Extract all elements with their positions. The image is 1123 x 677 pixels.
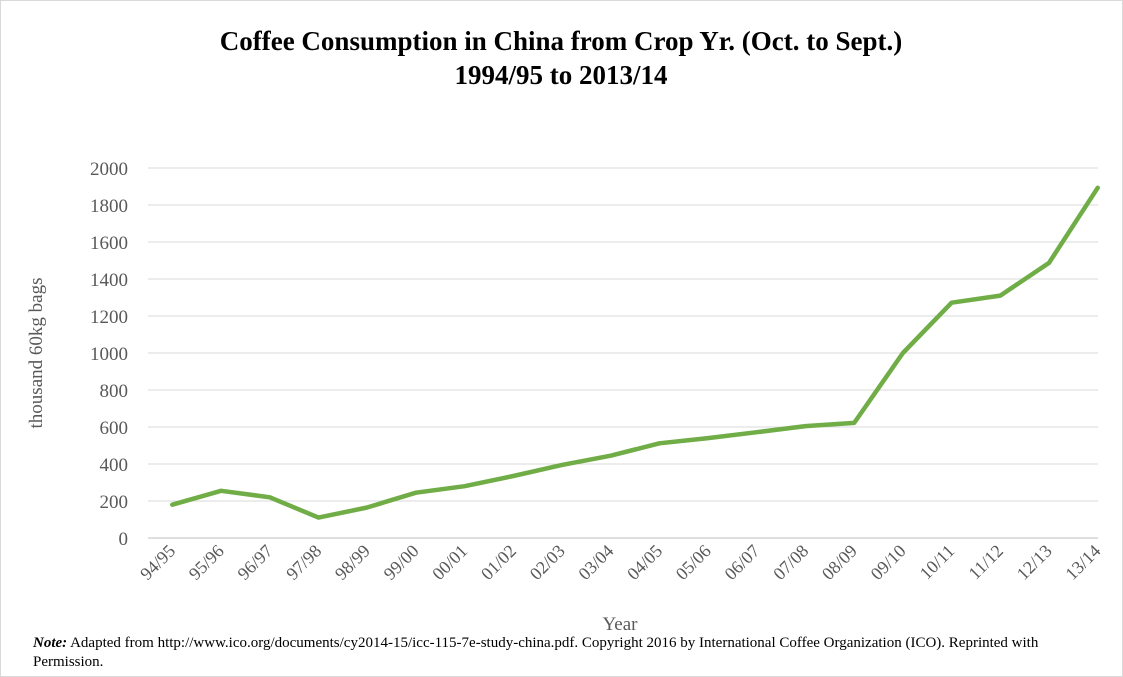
x-tick-label: 05/06 (672, 541, 715, 584)
note-text: Adapted from http://www.ico.org/document… (33, 635, 1039, 670)
x-tick-label: 98/99 (331, 541, 374, 584)
y-tick-label: 200 (100, 492, 129, 513)
x-tick-label: 02/03 (526, 541, 569, 584)
x-tick-label: 10/11 (916, 541, 959, 584)
x-tick-label: 09/10 (867, 541, 910, 584)
y-tick-label: 600 (100, 418, 129, 439)
x-tick-label: 12/13 (1013, 541, 1056, 584)
chart-title: Coffee Consumption in China from Crop Yr… (220, 26, 903, 56)
y-tick-label: 1600 (90, 233, 128, 254)
y-tick-label: 0 (119, 529, 129, 550)
chart: Coffee Consumption in China from Crop Yr… (26, 26, 1104, 632)
x-tick-label: 11/12 (964, 541, 1007, 584)
x-tick-label: 03/04 (574, 541, 617, 584)
y-tick-label: 1800 (90, 196, 128, 217)
x-axis-label: Year (602, 614, 638, 632)
x-tick-label: 95/96 (185, 541, 228, 584)
data-line (170, 185, 1100, 520)
x-tick-label: 99/00 (380, 541, 423, 584)
note-label: Note: (33, 635, 68, 651)
x-tick-label: 07/08 (769, 541, 812, 584)
y-tick-label: 800 (100, 381, 129, 402)
y-tick-label: 2000 (90, 159, 128, 180)
chart-subtitle: 1994/95 to 2013/14 (455, 60, 668, 90)
x-tick-label: 13/14 (1061, 541, 1104, 584)
x-tick-label: 04/05 (623, 541, 666, 584)
x-tick-label: 06/07 (720, 541, 763, 584)
y-tick-label: 1400 (90, 270, 128, 291)
note: Note: Adapted from http://www.ico.org/do… (33, 634, 1063, 672)
y-tick-label: 1200 (90, 307, 128, 328)
x-tick-label: 96/97 (233, 541, 276, 584)
x-tick-label: 94/95 (136, 541, 179, 584)
y-tick-label: 1000 (90, 344, 128, 365)
x-tick-label: 08/09 (818, 541, 861, 584)
x-tick-label: 00/01 (428, 541, 471, 584)
x-tick-label: 01/02 (477, 541, 520, 584)
x-tick-label: 97/98 (282, 541, 325, 584)
y-axis-label: thousand 60kg bags (26, 278, 47, 429)
y-tick-label: 400 (100, 455, 129, 476)
